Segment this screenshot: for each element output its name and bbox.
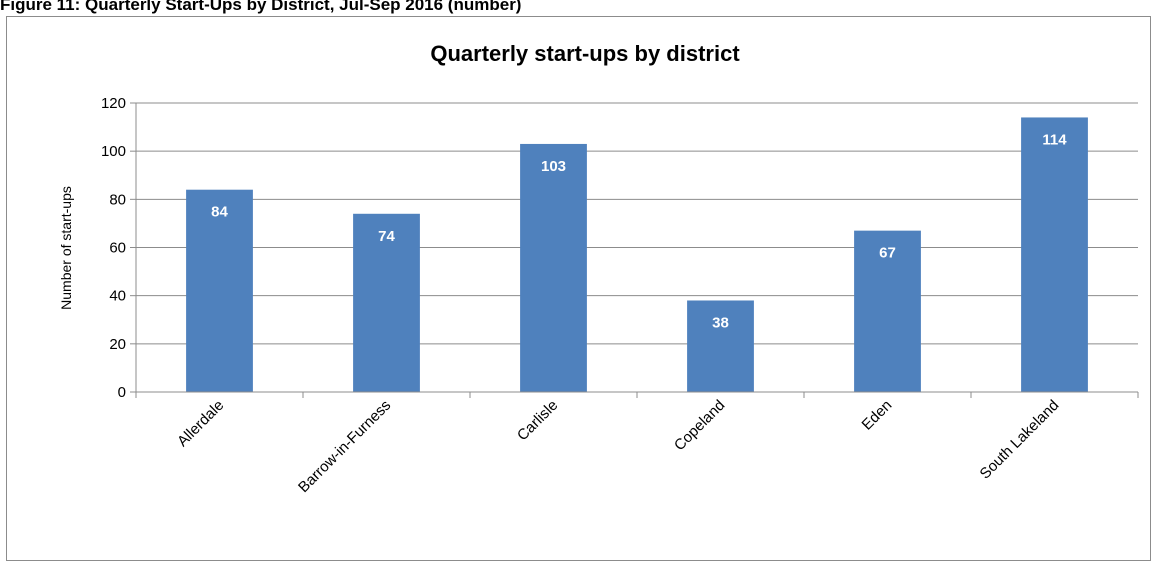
x-tick-label: Carlisle bbox=[514, 397, 561, 444]
data-label: 67 bbox=[879, 245, 896, 262]
data-label: 103 bbox=[541, 158, 566, 175]
chart-title: Quarterly start-ups by district bbox=[430, 41, 740, 66]
bar bbox=[854, 230, 921, 392]
bar bbox=[353, 213, 420, 392]
y-tick-labels: 0 20 40 60 80 100 120 bbox=[101, 95, 126, 401]
x-tick-label: Barrow-in-Furness bbox=[295, 397, 394, 496]
y-tick-label: 80 bbox=[109, 191, 126, 208]
x-tick-label: Allerdale bbox=[174, 397, 227, 450]
data-label: 38 bbox=[712, 314, 729, 331]
bar bbox=[687, 300, 754, 392]
bar bbox=[186, 189, 253, 392]
bar bbox=[1021, 117, 1088, 392]
axes bbox=[130, 102, 1139, 398]
y-tick-label: 60 bbox=[109, 240, 126, 257]
x-tick-label: Copeland bbox=[671, 397, 728, 454]
figure-caption: Figure 11: Quarterly Start-Ups by Distri… bbox=[0, 0, 522, 14]
x-tick-labels: Allerdale Barrow-in-Furness Carlisle Copela… bbox=[174, 397, 1062, 496]
y-axis-label: Number of start-ups bbox=[58, 186, 74, 310]
y-tick-label: 40 bbox=[109, 288, 126, 305]
gridlines bbox=[136, 102, 1138, 345]
y-tick-label: 120 bbox=[101, 95, 126, 112]
data-label: 74 bbox=[378, 228, 395, 245]
data-label: 84 bbox=[211, 204, 228, 221]
data-labels: 84 74 103 38 67 114 bbox=[211, 131, 1067, 331]
y-tick-label: 100 bbox=[101, 143, 126, 160]
bars bbox=[186, 117, 1088, 392]
x-tick-label: South Lakeland bbox=[977, 397, 1063, 483]
y-tick-label: 20 bbox=[109, 336, 126, 353]
x-tick-label: Eden bbox=[859, 397, 896, 434]
bar bbox=[520, 143, 587, 392]
y-tick-label: 0 bbox=[118, 384, 126, 401]
data-label: 114 bbox=[1042, 131, 1067, 148]
